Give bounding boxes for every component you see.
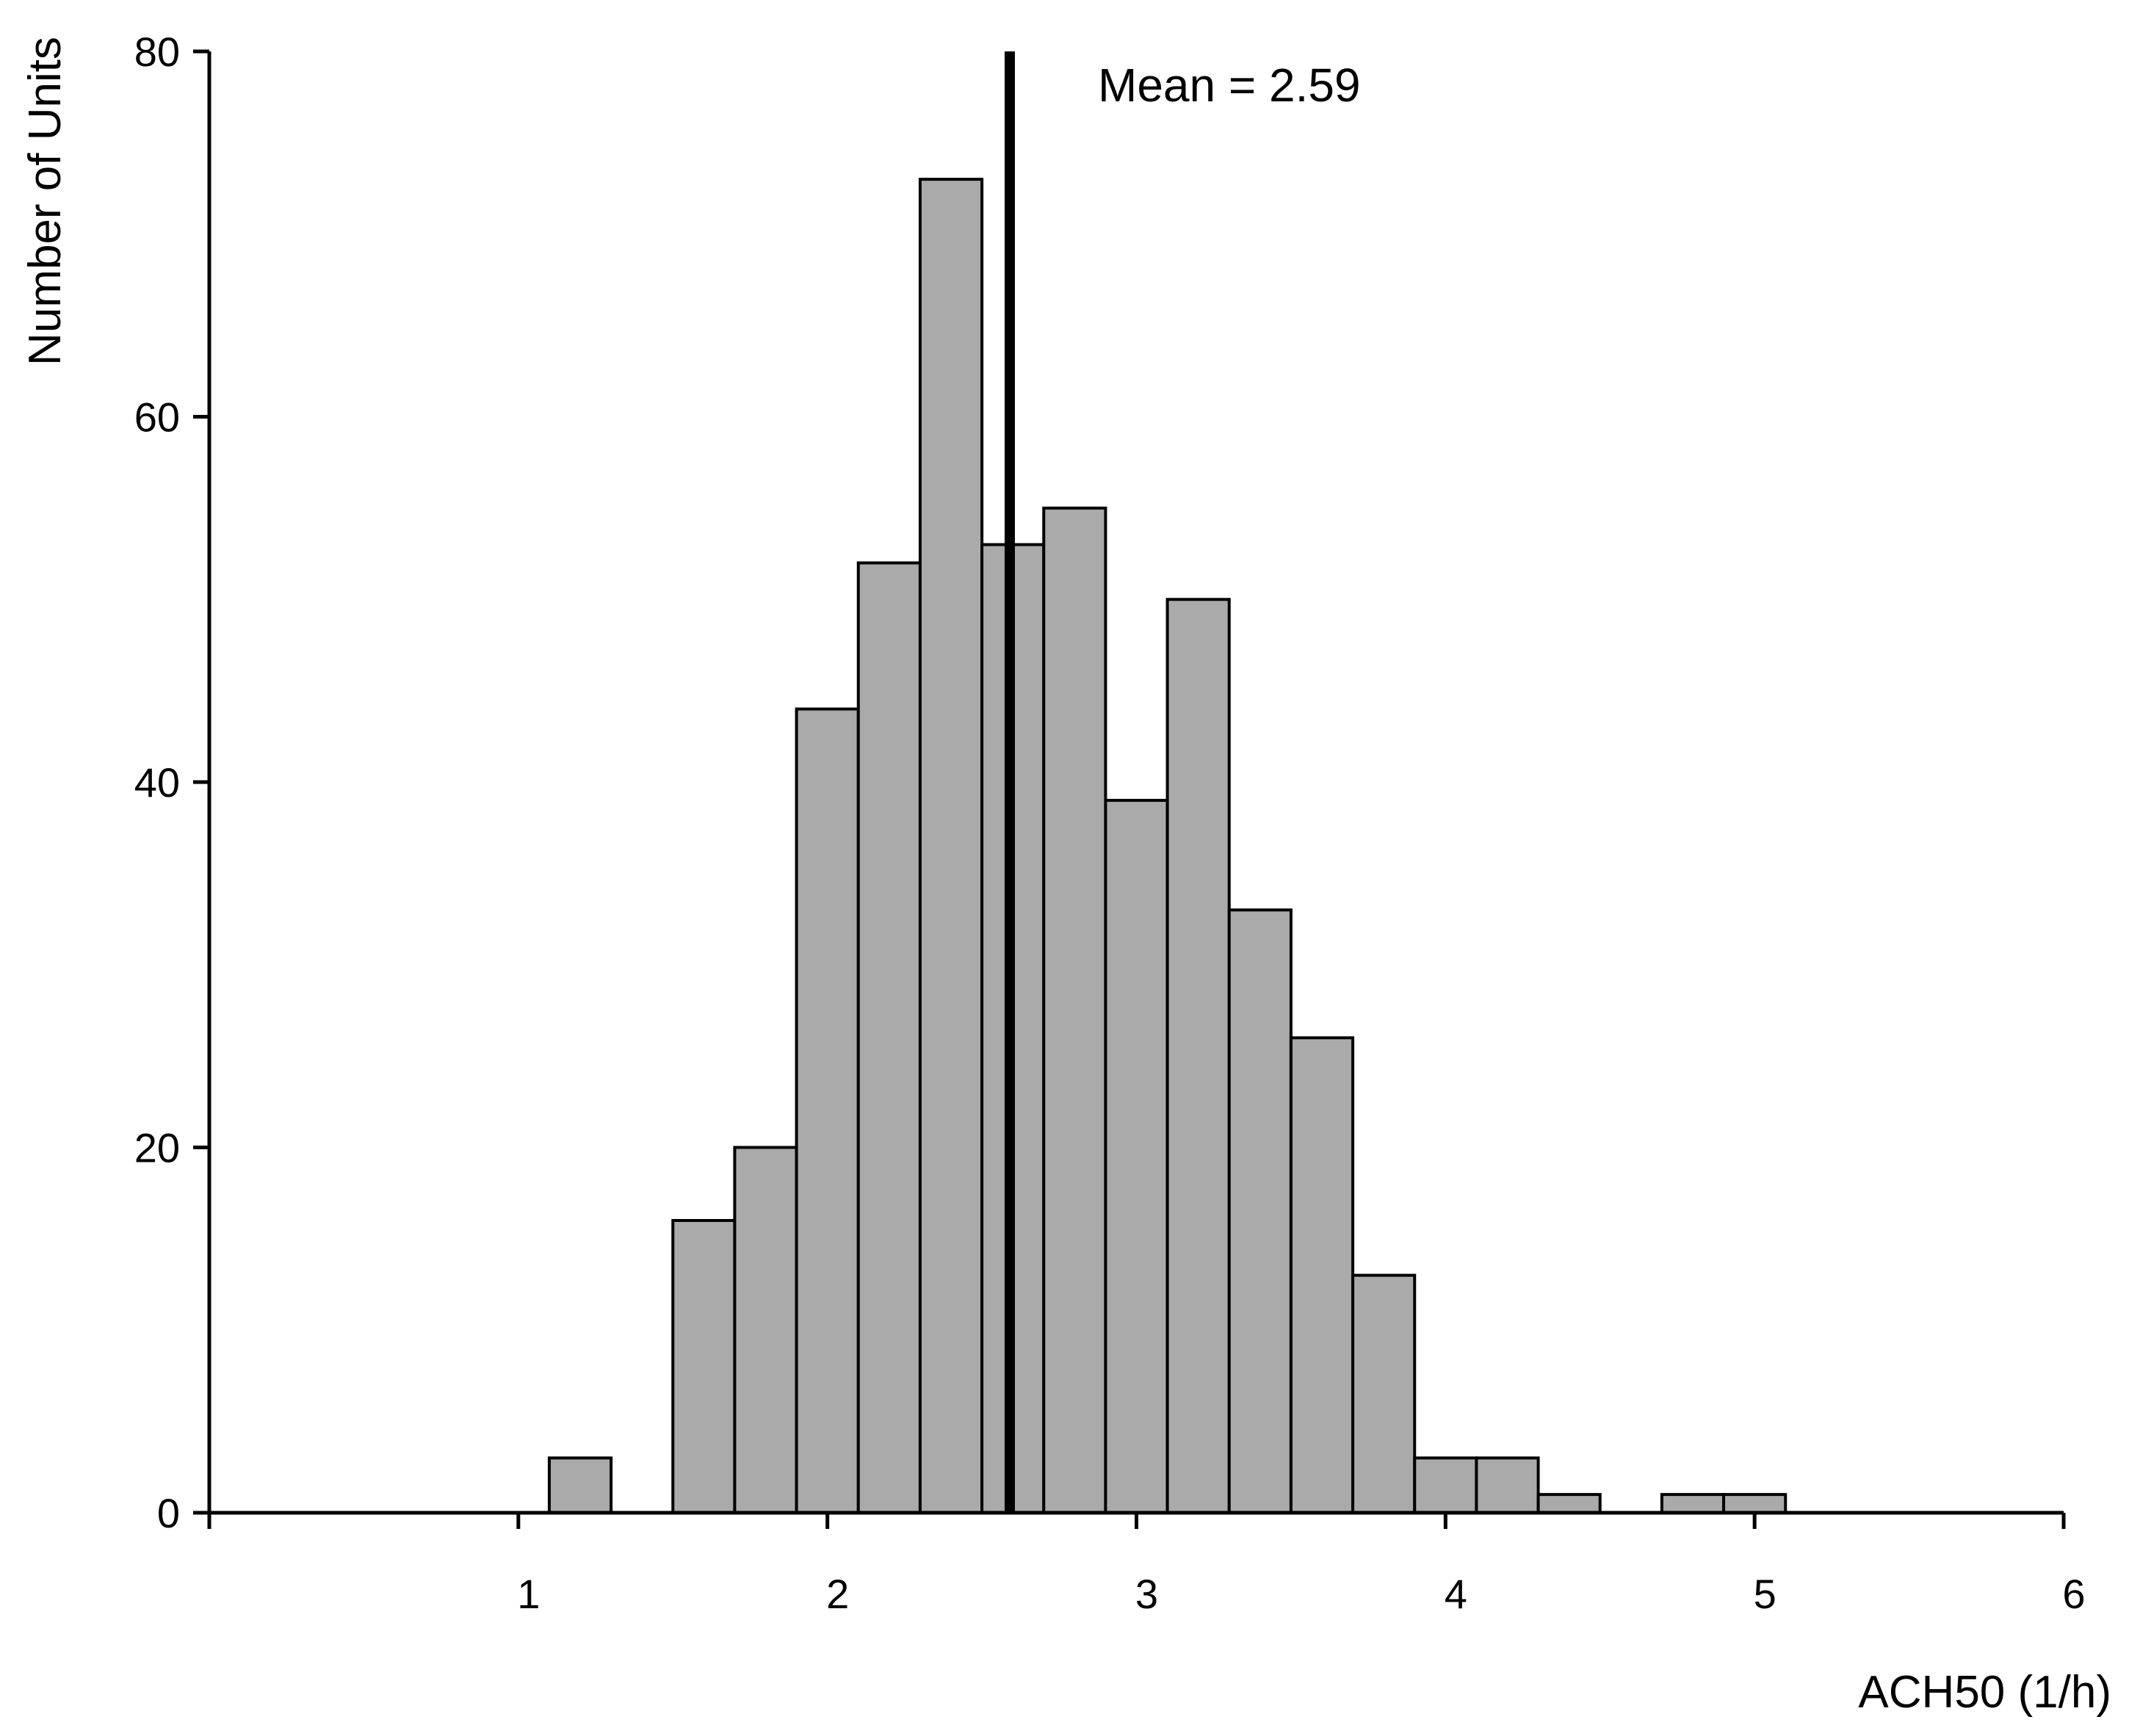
- y-tick-label: 60: [134, 394, 180, 441]
- y-tick-label: 80: [134, 29, 180, 75]
- histogram-bar-13: [1351, 1273, 1417, 1514]
- histogram-bar-5: [856, 561, 922, 1514]
- x-tick-label: 6: [2062, 1571, 2085, 1617]
- histogram-bar-12: [1289, 1036, 1355, 1514]
- y-tick-label: 40: [134, 759, 180, 806]
- x-tick-label: 4: [1445, 1571, 1467, 1617]
- y-tick-label: 20: [134, 1125, 180, 1171]
- x-tick-label: 3: [1135, 1571, 1158, 1617]
- histogram-bar-9: [1104, 798, 1169, 1514]
- histogram-bar-18: [1722, 1493, 1788, 1514]
- histogram-bar-14: [1413, 1456, 1478, 1514]
- histogram-bar-8: [1042, 506, 1107, 1514]
- histogram-bar-17: [1660, 1493, 1726, 1514]
- histogram-bar-4: [795, 707, 860, 1514]
- histogram-bar-11: [1227, 908, 1293, 1514]
- x-axis: 1 2 3 4 5 6: [207, 1511, 2086, 1617]
- x-axis-title: ACH50 (1/h): [1858, 1667, 2111, 1718]
- bars-group: [547, 178, 1788, 1514]
- histogram-bar-3: [733, 1146, 798, 1514]
- x-tick-label: 5: [1754, 1571, 1776, 1617]
- y-axis: 0 20 40 60 80: [134, 29, 212, 1536]
- histogram-bar-1: [547, 1456, 613, 1514]
- histogram-bar-10: [1165, 598, 1231, 1514]
- histogram-bar-6: [918, 178, 984, 1514]
- x-tick-label: 1: [517, 1571, 540, 1617]
- x-tick-label: 2: [826, 1571, 849, 1617]
- mean-annotation: Mean = 2.59: [1098, 59, 1361, 112]
- histogram-bar-2: [671, 1219, 737, 1514]
- y-axis-title: Number of Units: [20, 37, 71, 366]
- y-tick-label: 0: [157, 1490, 180, 1536]
- histogram-bar-16: [1536, 1493, 1602, 1514]
- histogram-bar-15: [1475, 1456, 1540, 1514]
